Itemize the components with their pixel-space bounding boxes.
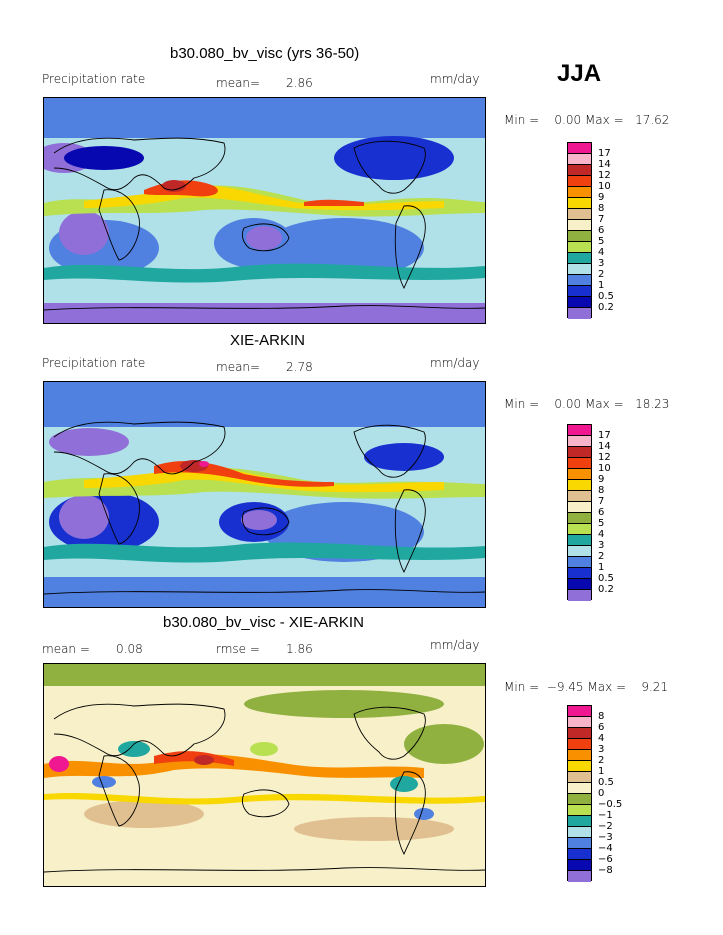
- cbar-tick: 0.5: [598, 777, 614, 788]
- cbar-tick: 0.2: [598, 584, 614, 595]
- cbar-tick: 3: [598, 540, 605, 551]
- panel1-colorbar: [567, 142, 592, 319]
- cbar-tick: 8: [598, 203, 605, 214]
- cbar-tick: −2: [598, 821, 613, 832]
- cbar-tick: 4: [598, 733, 605, 744]
- cbar-tick: 0.5: [598, 291, 614, 302]
- cbar-tick: 1: [598, 766, 605, 777]
- cbar-tick: 2: [598, 755, 605, 766]
- cbar-tick: 6: [598, 722, 605, 733]
- cbar-tick: −8: [598, 865, 613, 876]
- panel3-rmse-label: rmse =: [216, 642, 260, 656]
- season-label: JJA: [557, 60, 602, 87]
- cbar-tick: −6: [598, 854, 613, 865]
- cbar-tick: 0: [598, 788, 605, 799]
- cbar-tick: 17: [598, 430, 611, 441]
- panel2-map: [43, 381, 486, 608]
- cbar-tick: 2: [598, 551, 605, 562]
- panel1-minmax: Min = 0.00 Max = 17.62: [504, 113, 670, 127]
- cbar-tick: 5: [598, 236, 605, 247]
- cbar-tick: 6: [598, 507, 605, 518]
- cbar-tick: 14: [598, 441, 611, 452]
- panel1-variable-label: Precipitation rate: [42, 72, 146, 86]
- cbar-tick: 1: [598, 562, 605, 573]
- cbar-tick: −1: [598, 810, 613, 821]
- panel3-mean-label: mean =: [42, 642, 90, 656]
- cbar-tick: 8: [598, 485, 605, 496]
- cbar-tick: 2: [598, 269, 605, 280]
- panel3-map: [43, 663, 486, 887]
- cbar-tick: 17: [598, 148, 611, 159]
- panel3-minmax: Min = −9.45 Max = 9.21: [504, 680, 669, 694]
- panel1-mean-value: 2.86: [286, 76, 313, 90]
- panel2-minmax: Min = 0.00 Max = 18.23: [504, 397, 670, 411]
- cbar-tick: 14: [598, 159, 611, 170]
- cbar-tick: −0.5: [598, 799, 623, 810]
- cbar-tick: 5: [598, 518, 605, 529]
- cbar-tick: 1: [598, 280, 605, 291]
- cbar-tick: 10: [598, 181, 611, 192]
- panel2-mean-label: mean=: [216, 360, 261, 374]
- cbar-tick: 8: [598, 711, 605, 722]
- cbar-tick: 7: [598, 214, 605, 225]
- panel1-map: [43, 97, 486, 324]
- panel2-title: XIE-ARKIN: [230, 332, 306, 349]
- cbar-tick: 0.2: [598, 302, 614, 313]
- cbar-tick: −4: [598, 843, 613, 854]
- cbar-tick: 6: [598, 225, 605, 236]
- panel2-mean-value: 2.78: [286, 360, 313, 374]
- cbar-tick: 9: [598, 192, 605, 203]
- cbar-tick: 4: [598, 529, 605, 540]
- panel3-mean-value: 0.08: [116, 642, 143, 656]
- panel2-units: mm/day: [430, 356, 480, 370]
- panel1-units: mm/day: [430, 72, 480, 86]
- panel3-rmse-value: 1.86: [286, 642, 313, 656]
- cbar-tick: 4: [598, 247, 605, 258]
- cbar-tick: −3: [598, 832, 613, 843]
- panel3-title: b30.080_bv_visc - XIE-ARKIN: [163, 614, 364, 631]
- cbar-tick: 9: [598, 474, 605, 485]
- panel3-units: mm/day: [430, 638, 480, 652]
- cbar-tick: 0.5: [598, 573, 614, 584]
- cbar-tick: 10: [598, 463, 611, 474]
- cbar-tick: 12: [598, 170, 611, 181]
- cbar-tick: 3: [598, 258, 605, 269]
- panel2-variable-label: Precipitation rate: [42, 356, 146, 370]
- panel1-title: b30.080_bv_visc (yrs 36-50): [170, 45, 360, 62]
- cbar-tick: 7: [598, 496, 605, 507]
- panel3-colorbar: [567, 705, 592, 882]
- panel1-mean-label: mean=: [216, 76, 261, 90]
- cbar-tick: 12: [598, 452, 611, 463]
- cbar-tick: 3: [598, 744, 605, 755]
- panel2-colorbar: [567, 424, 592, 601]
